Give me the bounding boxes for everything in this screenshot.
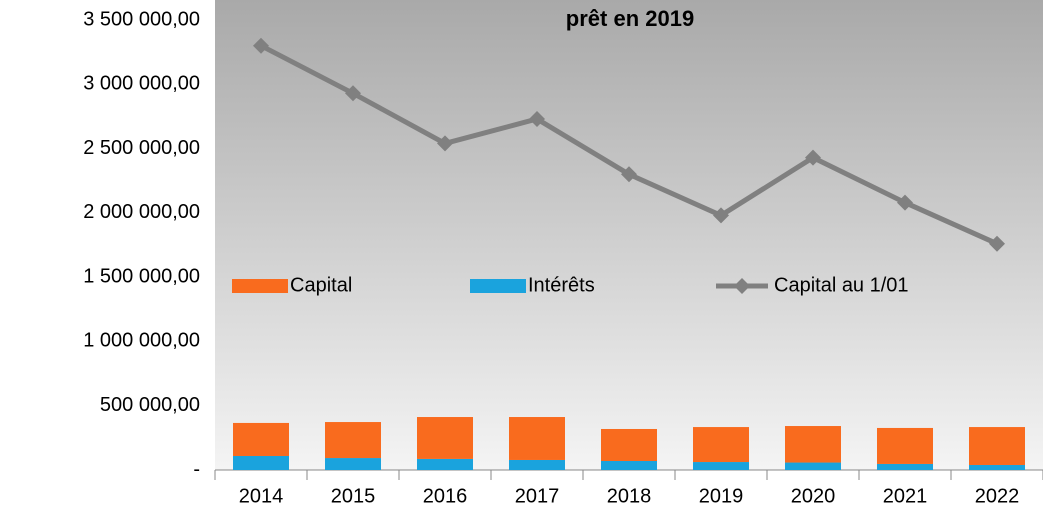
bar [969, 464, 1025, 470]
x-tick-label: 2021 [883, 485, 928, 507]
legend-swatch [232, 279, 288, 293]
x-tick-label: 2019 [699, 485, 744, 507]
marker [805, 149, 821, 166]
plot-area [215, 0, 1043, 470]
bar [325, 422, 381, 459]
legend-marker [734, 278, 750, 294]
legend-label: Intérêts [528, 274, 595, 296]
x-tick-label: 2018 [607, 485, 652, 507]
chart-title: prêt en 2019 [566, 6, 694, 31]
bar [877, 427, 933, 464]
marker [621, 166, 637, 183]
bar [233, 455, 289, 470]
y-tick-label: 500 000,00 [100, 394, 200, 416]
legend-label: Capital au 1/01 [774, 274, 909, 296]
bar [601, 428, 657, 461]
marker [345, 85, 361, 102]
marker [897, 194, 913, 211]
x-tick-label: 2015 [331, 485, 376, 507]
marker [989, 235, 1005, 252]
bar [969, 427, 1025, 465]
y-tick-label: 2 000 000,00 [83, 201, 200, 223]
x-tick-label: 2014 [239, 485, 284, 507]
y-tick-label: 1 000 000,00 [83, 330, 200, 352]
bar [417, 417, 473, 459]
x-tick-label: 2020 [791, 485, 836, 507]
bar [509, 459, 565, 470]
marker [529, 111, 545, 127]
bar [509, 417, 565, 460]
y-tick-label: 3 000 000,00 [83, 73, 200, 95]
bar [233, 422, 289, 456]
marker [713, 207, 729, 224]
bar [693, 462, 749, 470]
x-tick-label: 2017 [515, 485, 560, 507]
bar [417, 458, 473, 470]
bar [693, 427, 749, 463]
bar [601, 461, 657, 470]
legend-label: Capital [290, 274, 352, 296]
y-tick-label: 1 500 000,00 [83, 265, 200, 287]
bar [877, 463, 933, 470]
x-tick-label: 2016 [423, 485, 468, 507]
bar [325, 458, 381, 470]
marker [437, 135, 453, 152]
legend-swatch [470, 279, 526, 293]
bar [785, 462, 841, 470]
bar [785, 426, 841, 463]
marker [253, 37, 269, 54]
x-tick-label: 2022 [975, 485, 1020, 507]
y-tick-label: - [193, 458, 200, 480]
y-tick-label: 3 500 000,00 [83, 8, 200, 30]
y-tick-label: 2 500 000,00 [83, 137, 200, 159]
